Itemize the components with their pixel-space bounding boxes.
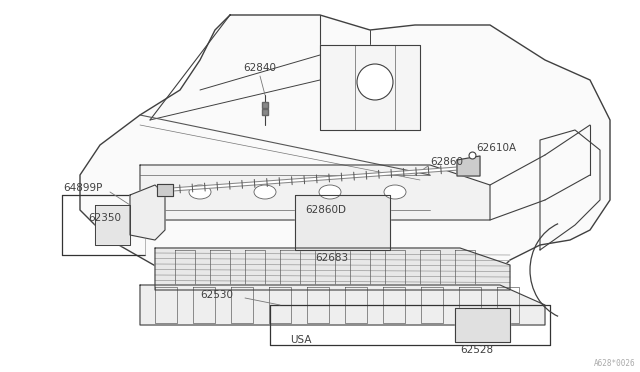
Text: USA: USA [290, 335, 312, 345]
Ellipse shape [254, 185, 276, 199]
Text: 62860D: 62860D [305, 205, 346, 215]
Polygon shape [130, 185, 165, 240]
Text: 62610A: 62610A [476, 143, 516, 153]
Text: 62840: 62840 [243, 63, 276, 73]
Polygon shape [320, 45, 420, 130]
Circle shape [357, 64, 393, 100]
Ellipse shape [384, 185, 406, 199]
Polygon shape [455, 308, 510, 342]
Text: 64899P: 64899P [63, 183, 102, 193]
Ellipse shape [319, 185, 341, 199]
Polygon shape [155, 248, 510, 290]
Text: 62530: 62530 [200, 290, 233, 300]
Text: 62350: 62350 [88, 213, 121, 223]
Ellipse shape [189, 185, 211, 199]
Text: A628*0026: A628*0026 [593, 359, 635, 368]
Text: 62683: 62683 [315, 253, 348, 263]
Polygon shape [80, 15, 610, 320]
Text: 62528: 62528 [460, 345, 493, 355]
Polygon shape [157, 184, 173, 196]
Polygon shape [140, 165, 490, 220]
Polygon shape [95, 205, 130, 245]
Text: 62860: 62860 [430, 157, 463, 167]
Polygon shape [140, 285, 545, 325]
Polygon shape [457, 156, 480, 176]
Polygon shape [295, 195, 390, 250]
